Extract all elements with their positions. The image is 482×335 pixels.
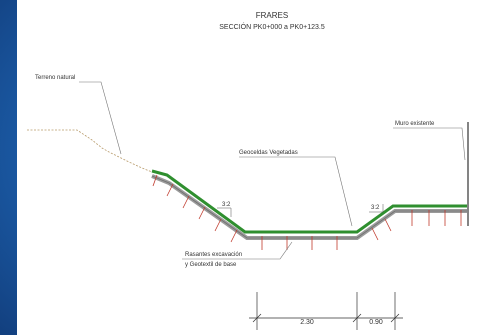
geocell-layer bbox=[151, 169, 467, 234]
terrain-leader bbox=[79, 81, 122, 155]
drawing-subtitle: SECCIÓN PK0+000 a PK0+123.5 bbox=[219, 22, 325, 31]
base-label-line1: Rasantes excavación bbox=[185, 252, 242, 258]
base-leader bbox=[182, 241, 293, 260]
dimension-2: 0.90 bbox=[369, 319, 383, 326]
dimension-1: 2.30 bbox=[300, 319, 314, 326]
base-label-line2: y Geotextil de base bbox=[185, 262, 237, 268]
slope-mark-left bbox=[217, 207, 232, 217]
slope-label-left: 3:2 bbox=[222, 202, 231, 208]
excavation-base-inner bbox=[151, 175, 467, 239]
drawing-title: FRARES bbox=[256, 11, 288, 20]
drawing-sheet: FRARES SECCIÓN PK0+000 a PK0+123.5 Terre… bbox=[17, 0, 482, 335]
anchor-group bbox=[152, 174, 462, 250]
geocell-label: Geoceldas Vegetadas bbox=[239, 150, 298, 156]
geocell-leader bbox=[239, 156, 353, 227]
wall-label: Muro existente bbox=[395, 121, 435, 127]
slope-mark-right bbox=[369, 204, 384, 213]
cross-section-drawing: FRARES SECCIÓN PK0+000 a PK0+123.5 Terre… bbox=[27, 11, 469, 330]
natural-terrain-line bbox=[27, 129, 153, 173]
wall-leader bbox=[393, 127, 466, 161]
slope-label-right: 3:2 bbox=[371, 205, 380, 211]
dimension-lines bbox=[249, 292, 403, 330]
terrain-label: Terreno natural bbox=[35, 75, 75, 81]
